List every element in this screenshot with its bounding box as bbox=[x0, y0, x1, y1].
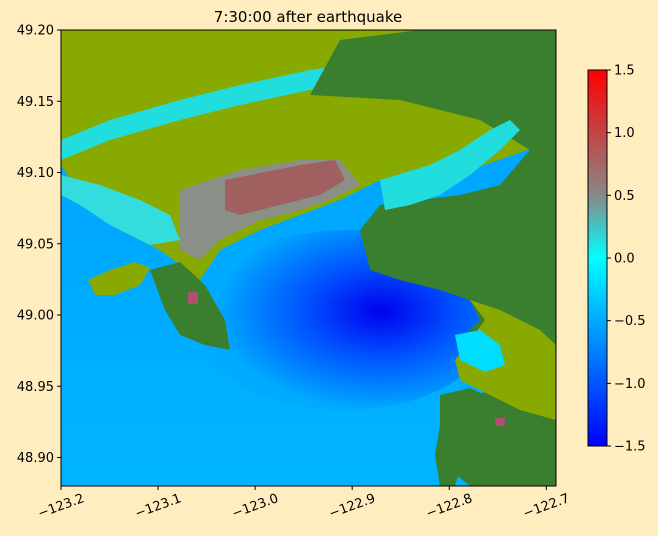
x-axis: −123.2 −123.1 −123.0 −122.9 −122.8 −122.7 bbox=[36, 486, 572, 522]
colorbar-axis: 1.5 1.0 0.5 0.0 −0.5 −1.0 −1.5 bbox=[607, 64, 646, 455]
y-tick: 49.10 bbox=[17, 166, 61, 181]
delta-shallow bbox=[61, 175, 180, 245]
y-tick-label: 49.10 bbox=[17, 166, 54, 181]
colorbar-tick-label: 1.5 bbox=[614, 64, 635, 79]
y-tick-label: 48.90 bbox=[17, 451, 54, 466]
x-tick-label: −123.0 bbox=[230, 491, 280, 522]
x-tick: −123.1 bbox=[133, 486, 183, 522]
colorbar-tick-label: 0.0 bbox=[614, 252, 635, 267]
x-tick-label: −123.2 bbox=[36, 491, 86, 522]
colorbar-tick-label: −0.5 bbox=[614, 314, 646, 329]
colorbar-tick: 1.0 bbox=[607, 126, 635, 141]
colorbar-tick-label: 0.5 bbox=[614, 189, 635, 204]
colorbar-tick: 0.5 bbox=[607, 189, 635, 204]
y-tick: 49.05 bbox=[17, 237, 61, 252]
mud-bay bbox=[455, 330, 505, 372]
inundation-patch bbox=[188, 292, 198, 304]
x-tick: −122.8 bbox=[424, 486, 475, 522]
x-tick-label: −122.7 bbox=[521, 491, 571, 522]
point-roberts-peninsula bbox=[150, 262, 230, 350]
river-estuary bbox=[380, 120, 520, 210]
x-tick-label: −122.9 bbox=[327, 491, 377, 522]
x-tick: −122.9 bbox=[327, 486, 378, 522]
colorbar-tick: 0.0 bbox=[607, 252, 635, 267]
map-heatmap bbox=[61, 30, 556, 486]
x-tick: −122.7 bbox=[521, 486, 572, 522]
colorbar-tick: −1.5 bbox=[607, 440, 646, 455]
colorbar-tick: 1.5 bbox=[607, 64, 635, 79]
y-tick-label: 48.95 bbox=[17, 380, 54, 395]
point-roberts-fringe bbox=[88, 262, 150, 295]
high-inundation bbox=[225, 160, 345, 215]
y-tick: 48.95 bbox=[17, 380, 61, 395]
y-tick: 48.90 bbox=[17, 451, 61, 466]
y-axis: 48.90 48.95 49.00 49.05 49.10 49.15 49.20 bbox=[17, 24, 61, 466]
x-tick-label: −122.8 bbox=[424, 491, 474, 522]
x-tick-label: −123.1 bbox=[133, 491, 183, 522]
y-tick-label: 49.00 bbox=[17, 309, 54, 324]
southern-peninsula bbox=[435, 388, 500, 486]
y-tick-label: 49.05 bbox=[17, 237, 54, 252]
chart-title: 7:30:00 after earthquake bbox=[214, 8, 402, 26]
colorbar bbox=[587, 69, 608, 447]
colorbar-tick: −0.5 bbox=[607, 314, 646, 329]
x-tick: −123.0 bbox=[230, 486, 280, 522]
colorbar-tick-label: −1.0 bbox=[614, 377, 646, 392]
y-tick: 49.20 bbox=[17, 24, 61, 39]
plot-frame bbox=[60, 29, 557, 487]
colorbar-tick: −1.0 bbox=[607, 377, 646, 392]
y-tick: 49.00 bbox=[17, 309, 61, 324]
inundation-patch-south bbox=[495, 418, 505, 426]
y-tick-label: 49.15 bbox=[17, 95, 54, 110]
y-tick: 49.15 bbox=[17, 95, 61, 110]
colorbar-tick-label: −1.5 bbox=[614, 440, 646, 455]
colorbar-tick-label: 1.0 bbox=[614, 126, 635, 141]
eastern-lowland bbox=[455, 300, 556, 420]
x-tick: −123.2 bbox=[36, 486, 86, 522]
y-tick-label: 49.20 bbox=[17, 24, 54, 39]
